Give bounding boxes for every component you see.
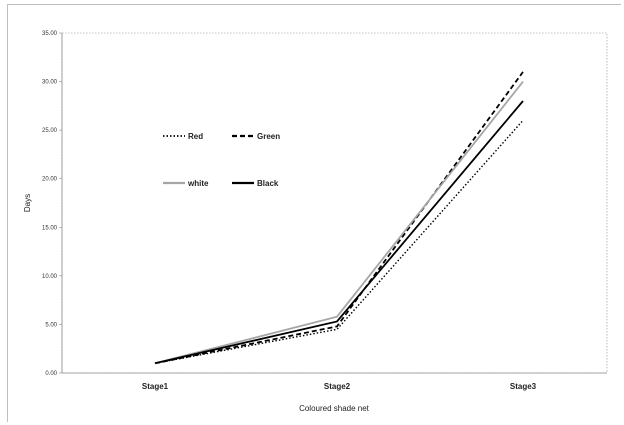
- legend-label-black: Black: [257, 179, 279, 188]
- y-tick-label: 15.00: [42, 225, 58, 231]
- y-tick-label: 0.00: [45, 371, 57, 377]
- x-axis-title: Coloured shade net: [299, 404, 370, 413]
- y-tick-label: 35.00: [42, 31, 58, 37]
- series-line-green: [154, 71, 524, 365]
- x-axis-ticks: Stage1 Stage2 Stage3: [142, 382, 537, 391]
- chart-frame: [7, 4, 621, 422]
- y-tick-label: 10.00: [42, 274, 58, 280]
- y-tick-label: 25.00: [42, 128, 58, 134]
- legend-label-red: Red: [188, 132, 203, 141]
- y-tick-label: 30.00: [42, 80, 58, 86]
- x-tick-label: Stage1: [142, 382, 169, 391]
- series-line-red: [154, 119, 524, 364]
- series-line-white: [154, 81, 524, 365]
- x-tick-label: Stage2: [324, 382, 351, 391]
- legend: Red Green white Black: [163, 132, 280, 188]
- legend-label-green: Green: [257, 132, 280, 141]
- y-tick-label: 20.00: [42, 177, 58, 183]
- y-axis-ticks: 0.00 5.00 10.00 15.00 20.00 25.00 30.00 35.00: [42, 31, 62, 377]
- series-line-black: [154, 100, 524, 365]
- y-axis-title: Days: [23, 194, 32, 212]
- x-tick-label: Stage3: [510, 382, 537, 391]
- legend-label-white: white: [187, 179, 209, 188]
- series-lines: [154, 71, 524, 365]
- y-tick-label: 5.00: [45, 322, 57, 328]
